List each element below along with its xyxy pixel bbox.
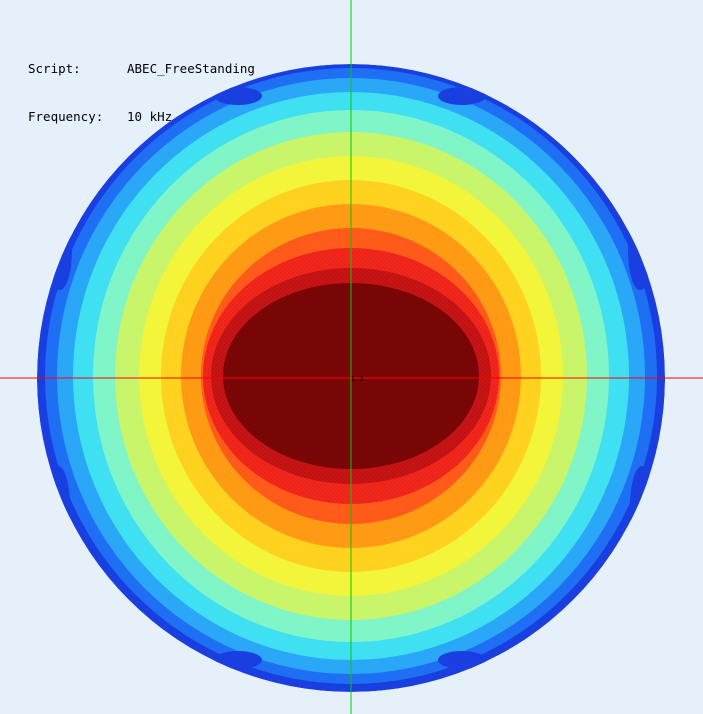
script-row: Script: ABEC_FreeStanding — [28, 61, 255, 77]
script-label: Script: — [28, 61, 81, 76]
script-value: ABEC_FreeStanding — [127, 61, 255, 76]
frequency-value: 10 kHz — [127, 109, 173, 124]
frequency-row: Frequency: 10 kHz — [28, 109, 255, 125]
rim-lobe-3 — [630, 466, 654, 546]
frequency-label: Frequency: — [28, 109, 104, 124]
rim-lobe-1 — [46, 466, 70, 546]
rim-lobe-0 — [48, 210, 72, 290]
rim-lobe-5 — [438, 87, 486, 105]
info-overlay: Script: ABEC_FreeStanding Frequency: 10 … — [28, 29, 255, 157]
center-marker: 1.2 — [351, 375, 364, 383]
rim-lobe-7 — [438, 651, 486, 669]
rim-lobe-4 — [214, 87, 262, 105]
rim-lobe-6 — [214, 651, 262, 669]
rim-lobe-2 — [628, 210, 652, 290]
